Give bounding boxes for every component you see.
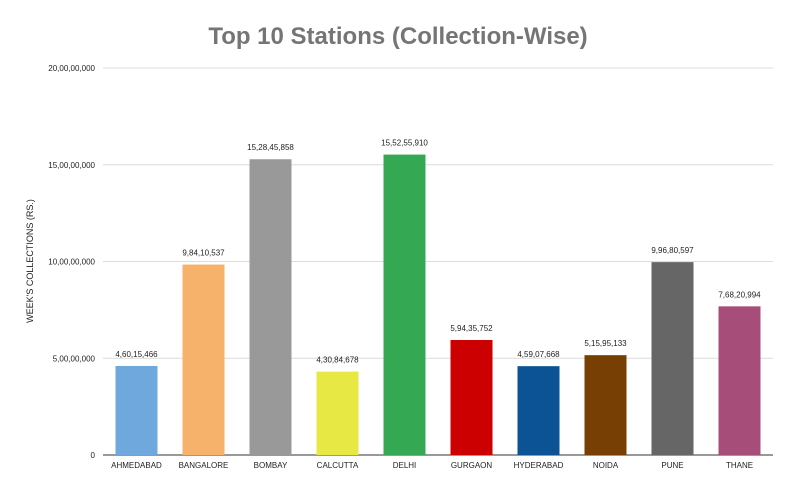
data-label-ahmedabad: 4,60,15,466 xyxy=(115,350,158,359)
x-tick-label: GURGAON xyxy=(451,461,493,470)
x-tick-label: HYDERABAD xyxy=(514,461,564,470)
bar-calcutta xyxy=(316,371,359,455)
x-tick-label: THANE xyxy=(726,461,753,470)
data-label-calcutta: 4,30,84,678 xyxy=(316,356,359,365)
data-label-delhi: 15,52,55,910 xyxy=(381,139,428,148)
data-label-gurgaon: 5,94,35,752 xyxy=(450,324,493,333)
bar-ahmedabad xyxy=(115,365,158,455)
x-tick-label: BANGALORE xyxy=(179,461,229,470)
bar-thane xyxy=(718,306,761,455)
bar-hyderabad xyxy=(517,366,560,455)
y-axis-ticks: 0 5,00,00,000 10,00,00,000 15,00,00,000 20,0… xyxy=(48,64,95,460)
x-tick-label: AHMEDABAD xyxy=(111,461,162,470)
data-label-bangalore: 9,84,10,537 xyxy=(182,249,225,258)
data-label-bombay: 15,28,45,858 xyxy=(247,143,294,152)
bar-delhi xyxy=(383,154,426,455)
x-axis-ticks: AHMEDABAD BANGALORE BOMBAY CALCUTTA DELHI GUR… xyxy=(111,461,753,470)
y-axis-label: WEEK'S COLLECTIONS (RS.) xyxy=(25,199,35,323)
bars xyxy=(115,154,761,455)
bar-bombay xyxy=(249,159,292,455)
chart-title: Top 10 Stations (Collection-Wise) xyxy=(208,23,587,50)
y-tick-label: 10,00,00,000 xyxy=(48,258,95,267)
data-label-pune: 9,96,80,597 xyxy=(651,246,694,255)
x-tick-label: NOIDA xyxy=(593,461,619,470)
y-tick-label: 15,00,00,000 xyxy=(48,161,95,170)
bar-gurgaon xyxy=(450,339,493,455)
bar-bangalore xyxy=(182,264,225,455)
data-label-thane: 7,68,20,994 xyxy=(718,290,761,299)
bar-pune xyxy=(651,262,694,455)
bar-noida xyxy=(584,355,627,455)
y-tick-label: 5,00,00,000 xyxy=(53,354,96,363)
x-tick-label: PUNE xyxy=(661,461,683,470)
y-tick-label: 20,00,00,000 xyxy=(48,64,95,73)
x-tick-label: CALCUTTA xyxy=(317,461,359,470)
data-label-hyderabad: 4,59,07,668 xyxy=(517,350,560,359)
x-tick-label: BOMBAY xyxy=(254,461,288,470)
x-tick-label: DELHI xyxy=(393,461,417,470)
y-tick-label: 0 xyxy=(91,451,96,460)
data-labels: 4,60,15,466 9,84,10,537 15,28,45,858 4,30,8… xyxy=(115,139,761,365)
data-label-noida: 5,15,95,133 xyxy=(584,339,627,348)
